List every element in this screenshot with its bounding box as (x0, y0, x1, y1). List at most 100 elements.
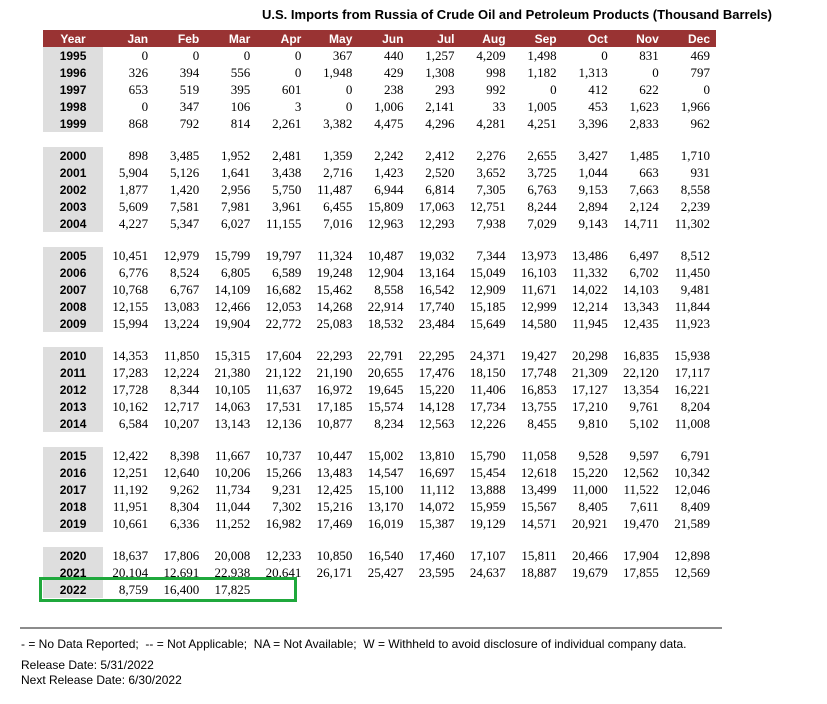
data-cell: 6,702 (629, 264, 659, 280)
data-cell (461, 581, 512, 598)
data-cell: 15,938 (674, 347, 710, 363)
data-cell (512, 581, 563, 598)
table-row: 1997 653 519 395 601 0 238 293 992 0 412 622 0 (43, 81, 716, 98)
data-cell: 15,216 (316, 498, 353, 514)
data-cell: 3,961 (272, 198, 302, 214)
data-cell: 7,938 (476, 215, 506, 231)
page-title: U.S. Imports from Russia of Crude Oil an… (262, 7, 772, 22)
data-cell: 12,214 (571, 298, 608, 314)
data-cell: 1,313 (578, 64, 608, 80)
data-cell: 10,342 (674, 464, 710, 480)
data-cell: 22,914 (367, 298, 404, 314)
data-cell: 20,466 (571, 547, 608, 563)
data-cell (614, 581, 665, 598)
data-cell: 16,542 (418, 281, 455, 297)
table-row: 2020 18,637 17,806 20,008 12,233 10,850 16,540… (43, 547, 716, 564)
data-cell: 1,359 (323, 147, 353, 163)
data-cell: 16,540 (367, 547, 404, 563)
data-cell: 13,354 (623, 381, 659, 397)
data-cell: 11,945 (572, 315, 608, 331)
data-cell: 10,105 (214, 381, 251, 397)
data-cell: 12,155 (112, 298, 149, 314)
data-cell: 17,460 (418, 547, 455, 563)
year-cell: 2005 (43, 247, 104, 264)
data-cell: 20,298 (571, 347, 608, 363)
data-cell: 17,728 (112, 381, 149, 397)
data-cell: 15,994 (112, 315, 149, 331)
data-cell: 24,371 (469, 347, 506, 363)
group-spacer-row (43, 132, 716, 147)
data-cell: 33 (492, 98, 506, 114)
data-cell: 2,239 (680, 198, 710, 214)
data-cell: 1,623 (629, 98, 659, 114)
data-cell: 17,825 (214, 581, 251, 597)
data-cell: 11,252 (214, 515, 251, 531)
data-cell: 16,400 (163, 581, 200, 597)
group-spacer-row (43, 432, 716, 447)
data-cell: 11,450 (674, 264, 710, 280)
data-cell: 18,887 (520, 564, 557, 580)
data-cell: 13,755 (520, 398, 557, 414)
data-cell: 8,234 (374, 415, 404, 431)
data-cell: 429 (383, 64, 404, 80)
data-cell: 3,427 (578, 147, 608, 163)
data-cell: 21,589 (674, 515, 710, 531)
data-cell: 10,737 (265, 447, 302, 463)
data-cell: 9,761 (629, 398, 659, 414)
data-cell: 13,486 (571, 247, 608, 263)
data-cell: 6,805 (221, 264, 251, 280)
data-cell: 12,562 (623, 464, 659, 480)
data-cell: 6,814 (425, 181, 455, 197)
data-cell: 17,127 (571, 381, 608, 397)
data-cell: 13,343 (623, 298, 659, 314)
data-cell: 16,103 (520, 264, 557, 280)
data-cell: 10,451 (112, 247, 149, 263)
data-cell: 15,315 (214, 347, 251, 363)
data-cell: 5,126 (169, 164, 200, 180)
data-cell: 22,295 (418, 347, 455, 363)
month-column-header: Feb (177, 31, 200, 46)
data-cell: 19,645 (367, 381, 404, 397)
data-cell: 10,162 (112, 398, 149, 414)
data-cell: 14,353 (112, 347, 149, 363)
data-cell: 19,470 (623, 515, 659, 531)
data-cell: 12,046 (674, 481, 710, 497)
year-cell: 2008 (43, 298, 104, 315)
table-row: 2009 15,994 13,224 19,904 22,772 25,083 18,532… (43, 315, 716, 332)
data-cell: 20,655 (367, 364, 404, 380)
data-cell: 3,652 (476, 164, 506, 180)
year-cell: 2017 (43, 481, 104, 498)
year-cell: 2013 (43, 398, 104, 415)
data-cell: 20,641 (265, 564, 302, 580)
data-cell: 8,244 (527, 198, 557, 214)
year-cell: 2012 (43, 381, 104, 398)
year-cell: 2010 (43, 347, 104, 364)
data-cell: 12,999 (520, 298, 557, 314)
footnote-legend: - = No Data Reported; -- = Not Applicabl… (21, 637, 687, 651)
data-cell: 7,344 (476, 247, 506, 263)
month-column-header: Jul (437, 31, 455, 46)
data-cell: 14,547 (367, 464, 404, 480)
data-cell: 601 (281, 81, 302, 97)
table-row: 2001 5,904 5,126 1,641 3,438 2,716 1,423 2,520 3… (43, 164, 716, 181)
data-cell: 11,844 (674, 298, 710, 314)
data-cell: 20,008 (214, 547, 251, 563)
table-row: 2021 20,104 12,691 22,938 20,641 26,171 25,427… (43, 564, 716, 581)
data-cell: 10,850 (316, 547, 353, 563)
data-cell: 12,435 (623, 315, 659, 331)
data-cell: 1,485 (629, 147, 659, 163)
imports-table-wrap: Year Jan Feb Mar Apr May Jun Jul Aug Sep Oct Nov Dec… (39, 30, 716, 602)
year-cell: 2011 (43, 364, 104, 381)
group-spacer-row (43, 332, 716, 347)
data-cell: 0 (294, 64, 302, 80)
table-row: 2007 10,768 6,767 14,109 16,682 15,462 8,558 16… (43, 281, 716, 298)
data-cell: 15,220 (571, 464, 608, 480)
data-cell: 14,063 (214, 398, 251, 414)
data-cell: 5,347 (169, 215, 200, 231)
data-cell: 326 (128, 64, 149, 80)
data-cell: 394 (179, 64, 200, 80)
data-cell: 15,790 (469, 447, 506, 463)
data-cell: 19,797 (265, 247, 302, 263)
data-cell: 6,767 (169, 281, 200, 297)
data-cell: 469 (690, 47, 711, 63)
